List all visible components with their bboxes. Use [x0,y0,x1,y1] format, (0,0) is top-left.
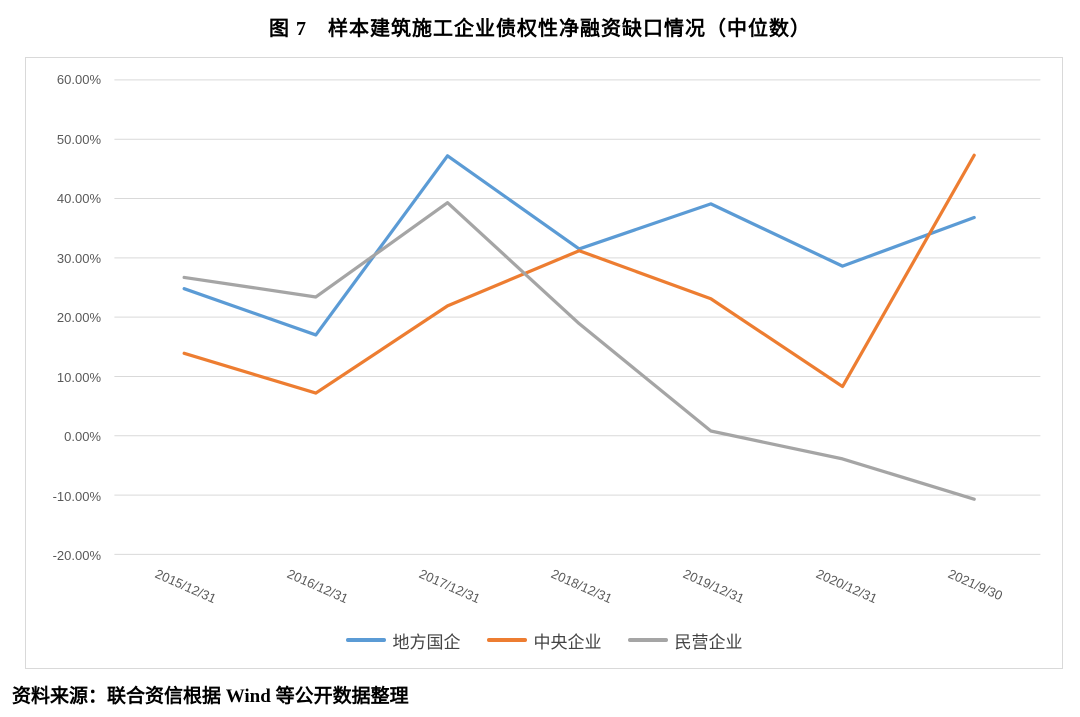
source-note: 资料来源：联合资信根据 Wind 等公开数据整理 [12,686,409,707]
plot-svg [114,79,1041,555]
y-tick-label: 40.00% [56,191,101,206]
legend-label: 地方国企 [392,632,461,652]
y-tick-label: 10.00% [56,369,101,385]
y-tick-label: 30.00% [56,250,101,266]
series-line-local-soe [182,154,976,337]
y-tick-label: -20.00% [52,548,101,563]
legend-item-private-enterprise: 民营企业 [627,628,743,653]
legend: 地方国企 中央企业 民营企业 [26,628,1062,652]
chart-area: 60.00% 50.00% 40.00% 30.00% 20.00% 10.00% 0.00… [25,57,1063,669]
y-tick-label: -10.00% [52,488,101,504]
legend-line-swatch [627,638,668,642]
legend-item-local-soe: 地方国企 [345,628,461,653]
y-tick-label: 0.00% [64,429,101,444]
chart-title: 图 7 样本建筑施工企业债权性净融资缺口情况（中位数） [269,18,811,40]
legend-label: 中央企业 [533,632,602,652]
series-line-central-enterprise [182,153,976,395]
legend-item-central-enterprise: 中央企业 [486,628,602,653]
legend-line-swatch [486,638,527,642]
y-tick-label: 50.00% [56,131,101,147]
series-line-private-enterprise [182,201,976,501]
y-tick-label: 20.00% [56,310,101,325]
legend-label: 民营企业 [674,632,743,652]
y-tick-label: 60.00% [56,72,101,87]
legend-line-swatch [345,638,386,642]
